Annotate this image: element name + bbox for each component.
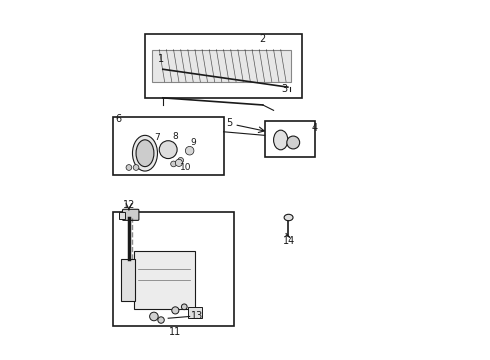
Text: 2: 2	[260, 34, 266, 44]
Ellipse shape	[132, 135, 157, 171]
Text: 10: 10	[180, 163, 192, 172]
Circle shape	[171, 161, 176, 167]
Circle shape	[159, 141, 177, 158]
Text: 5: 5	[226, 118, 232, 128]
Text: 6: 6	[115, 114, 121, 124]
Circle shape	[287, 136, 300, 149]
Text: 12: 12	[122, 200, 135, 210]
Ellipse shape	[136, 140, 154, 167]
Bar	[152, 50, 292, 82]
Text: 3: 3	[281, 84, 287, 94]
FancyBboxPatch shape	[134, 251, 195, 309]
FancyBboxPatch shape	[188, 307, 202, 318]
Circle shape	[181, 304, 187, 310]
Circle shape	[175, 159, 182, 166]
Ellipse shape	[273, 130, 288, 150]
FancyBboxPatch shape	[121, 259, 135, 301]
Circle shape	[133, 165, 139, 170]
Text: 8: 8	[172, 132, 178, 141]
FancyBboxPatch shape	[122, 209, 139, 220]
Text: 4: 4	[312, 123, 318, 133]
Circle shape	[126, 165, 132, 170]
Text: 7: 7	[155, 133, 160, 142]
Text: 14: 14	[282, 236, 294, 246]
Text: 9: 9	[190, 138, 196, 147]
Text: 11: 11	[169, 327, 181, 337]
Circle shape	[158, 317, 164, 323]
Circle shape	[178, 157, 184, 163]
FancyBboxPatch shape	[119, 212, 124, 219]
Circle shape	[149, 312, 158, 321]
Circle shape	[172, 307, 179, 314]
Ellipse shape	[284, 214, 293, 221]
Circle shape	[185, 147, 194, 155]
Text: 1: 1	[158, 54, 164, 64]
Text: 13: 13	[191, 311, 203, 321]
